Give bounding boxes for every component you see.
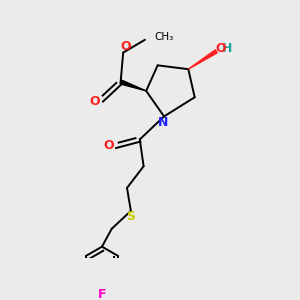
Text: N: N <box>158 116 168 128</box>
Text: H: H <box>222 42 232 55</box>
Text: O: O <box>103 139 114 152</box>
Text: F: F <box>98 288 106 300</box>
Text: O: O <box>215 42 226 55</box>
Polygon shape <box>120 80 146 91</box>
Text: CH₃: CH₃ <box>154 32 174 42</box>
Text: O: O <box>89 94 100 108</box>
Text: O: O <box>120 40 131 53</box>
Polygon shape <box>188 50 218 69</box>
Text: S: S <box>126 209 135 223</box>
